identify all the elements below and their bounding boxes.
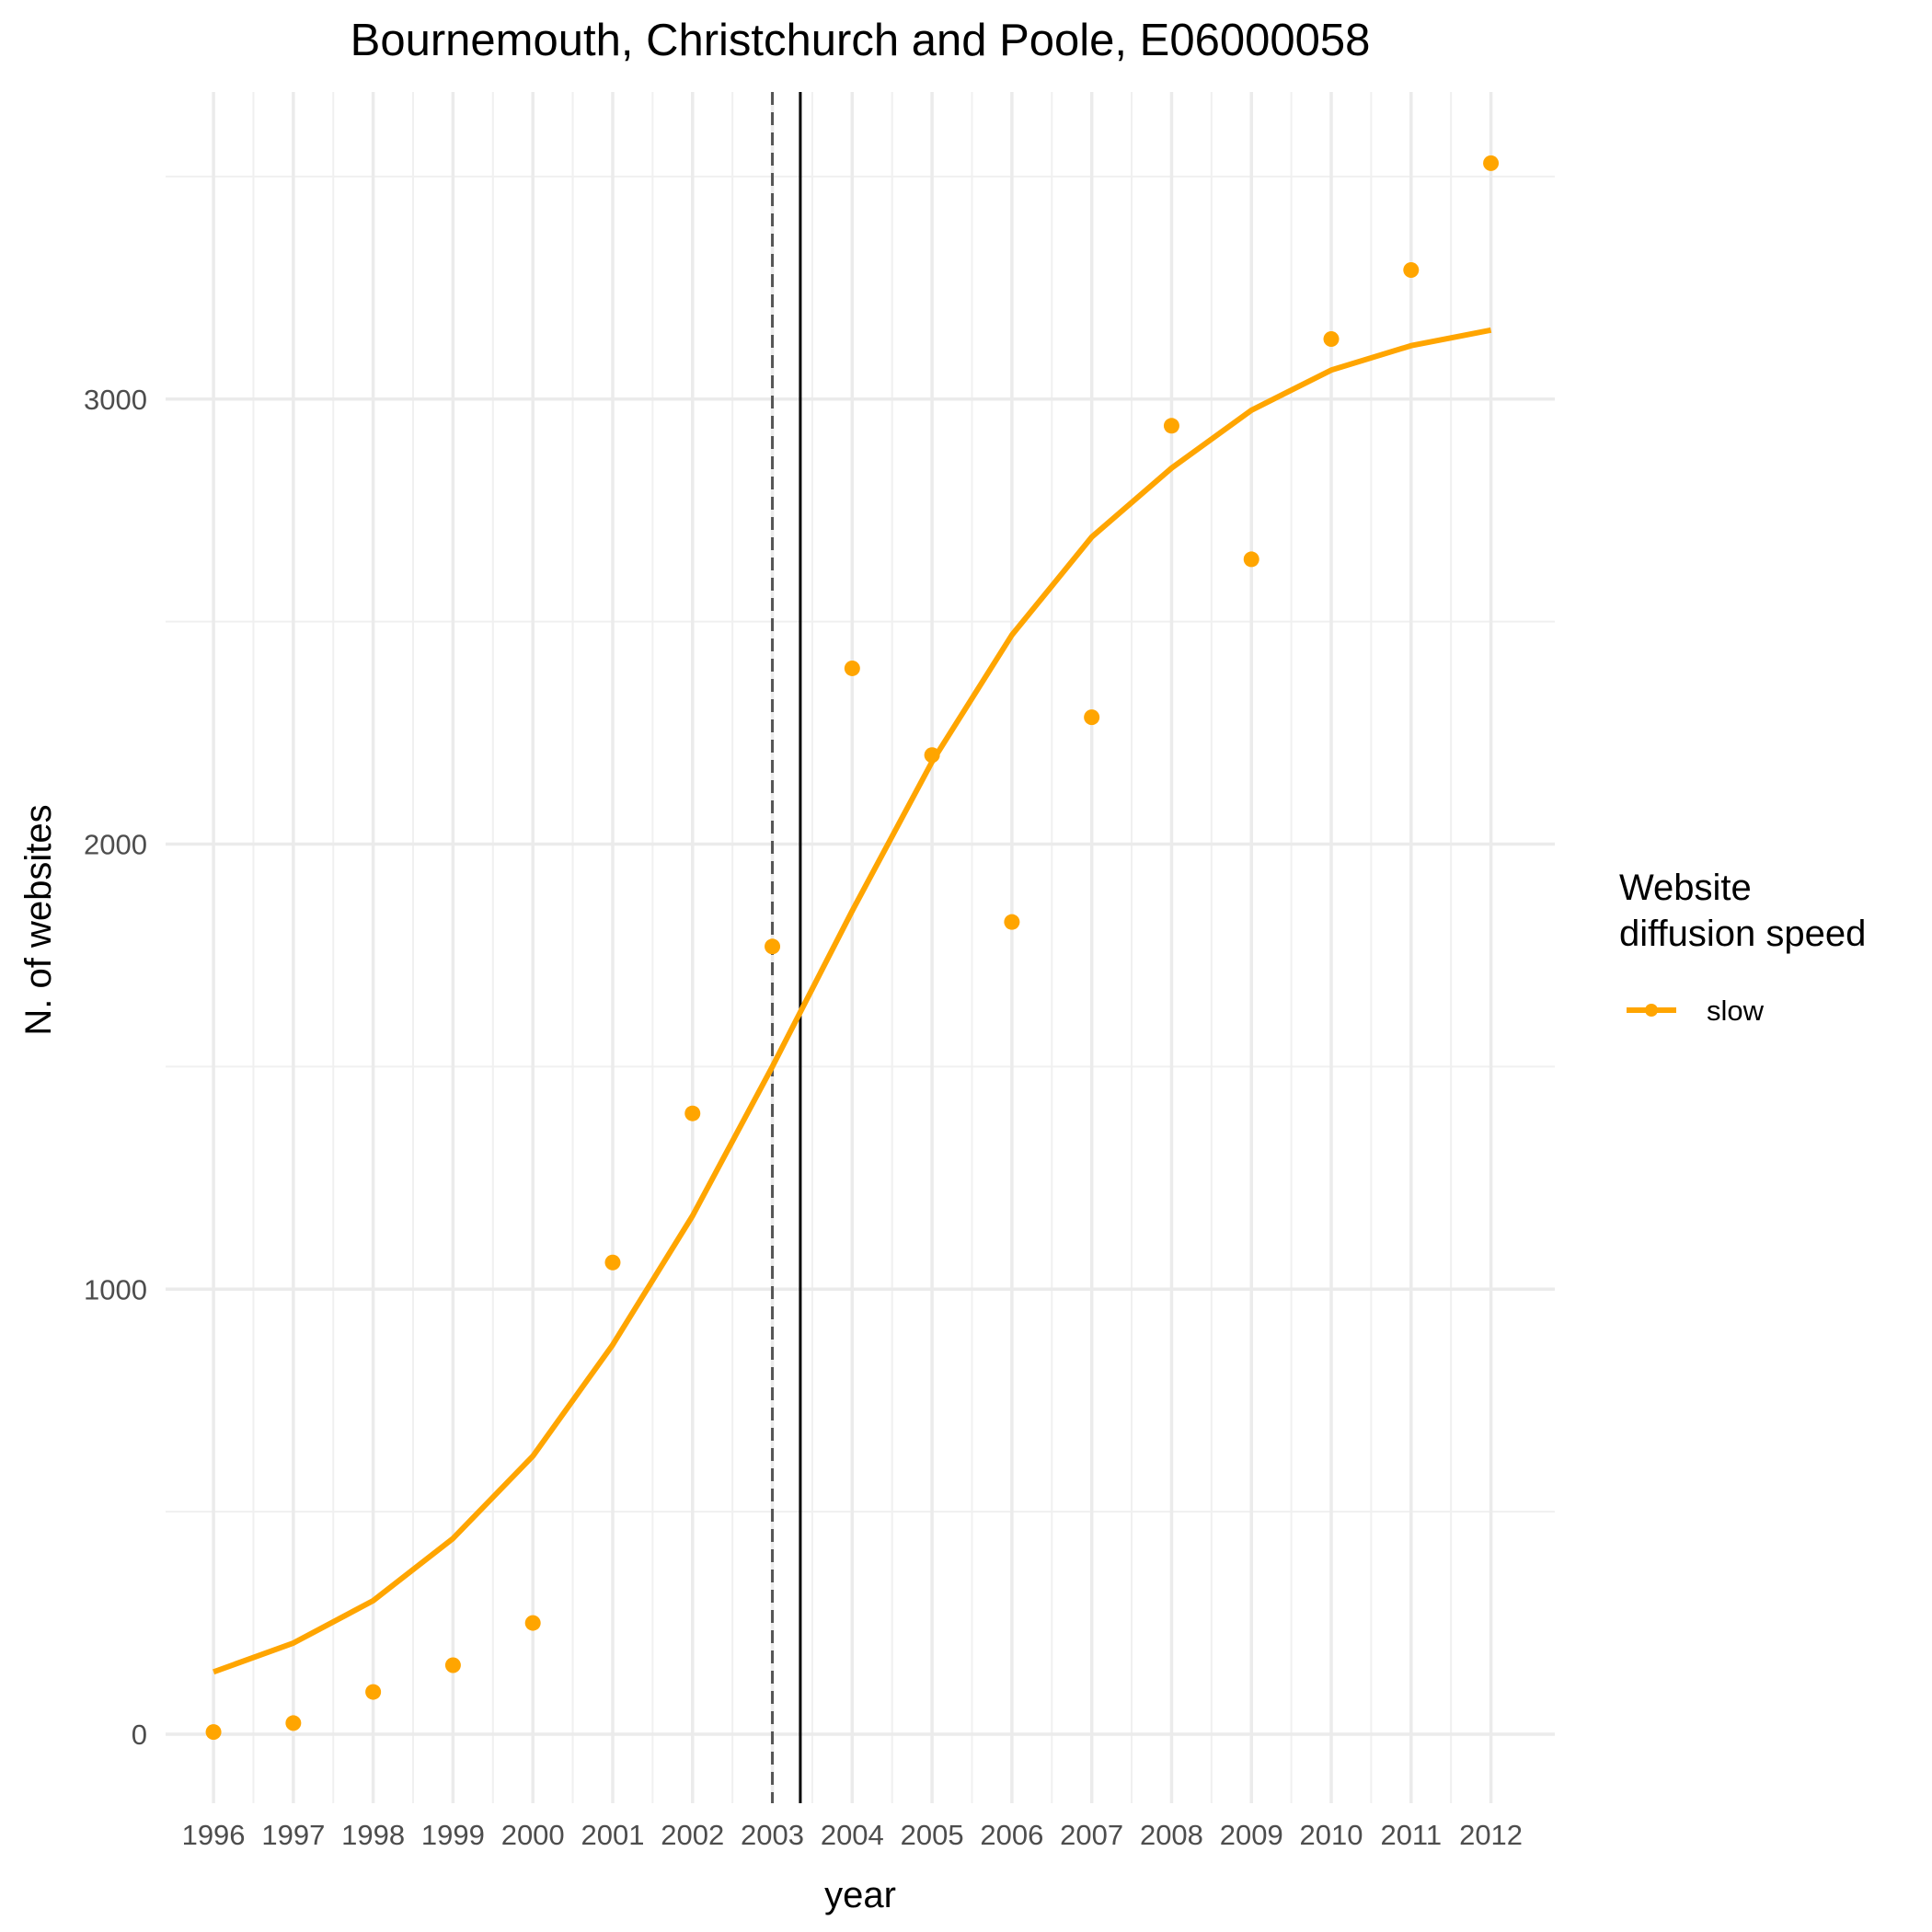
- series-layer: [205, 155, 1500, 1741]
- data-point-slow: [365, 1684, 382, 1700]
- data-point-slow: [524, 1615, 541, 1631]
- data-point-slow: [1323, 330, 1340, 347]
- data-point-slow: [604, 1254, 621, 1271]
- data-point-slow: [844, 660, 860, 676]
- legend-label-slow: slow: [1707, 995, 1765, 1027]
- data-point-slow: [1004, 914, 1020, 930]
- chart-title: Bournemouth, Christchurch and Poole, E06…: [351, 16, 1371, 65]
- y-tick-label: 0: [132, 1719, 147, 1751]
- x-axis-ticks: 1996 1997 1998 1999 2000 2001 2002 2003 2004 2005…: [182, 1819, 1523, 1851]
- legend-key-point: [1645, 1004, 1658, 1017]
- x-tick-label: 2000: [501, 1819, 565, 1851]
- x-tick-label: 2009: [1220, 1819, 1283, 1851]
- data-point-slow: [285, 1715, 302, 1731]
- grid-minor: [166, 92, 1555, 1803]
- x-tick-label: 2011: [1380, 1819, 1442, 1851]
- x-tick-label: 2001: [581, 1819, 644, 1851]
- data-point-slow: [444, 1657, 461, 1673]
- legend-title-line-1: Website: [1619, 868, 1752, 908]
- data-point-slow: [765, 938, 781, 955]
- legend: Website diffusion speed slow: [1619, 868, 1866, 1027]
- data-point-slow: [684, 1105, 701, 1121]
- data-point-slow: [1243, 551, 1259, 568]
- x-tick-label: 1998: [341, 1819, 405, 1851]
- x-tick-label: 1997: [261, 1819, 325, 1851]
- y-axis-title: N. of websites: [18, 804, 59, 1035]
- x-tick-label: 2006: [980, 1819, 1043, 1851]
- x-tick-label: 2007: [1060, 1819, 1123, 1851]
- x-tick-label: 2002: [661, 1819, 724, 1851]
- x-tick-label: 1996: [182, 1819, 246, 1851]
- x-tick-label: 2008: [1140, 1819, 1203, 1851]
- data-point-slow: [205, 1724, 222, 1741]
- y-tick-label: 2000: [84, 829, 147, 861]
- x-tick-label: 2004: [821, 1819, 884, 1851]
- x-tick-label: 1999: [421, 1819, 485, 1851]
- y-tick-label: 3000: [84, 384, 147, 416]
- x-tick-label: 2003: [741, 1819, 804, 1851]
- data-point-slow: [1483, 155, 1500, 171]
- x-axis-title: year: [824, 1875, 896, 1915]
- legend-title-line-2: diffusion speed: [1619, 914, 1866, 954]
- y-tick-label: 1000: [84, 1273, 147, 1305]
- grid-major: [166, 92, 1555, 1803]
- data-point-slow: [1163, 418, 1179, 434]
- x-tick-label: 2010: [1300, 1819, 1363, 1851]
- series-line-slow: [213, 327, 1492, 1675]
- data-point-slow: [1403, 261, 1420, 278]
- x-tick-label: 2012: [1459, 1819, 1523, 1851]
- y-axis-ticks: 0 1000 2000 3000: [84, 384, 147, 1751]
- x-tick-label: 2005: [901, 1819, 964, 1851]
- data-point-slow: [1084, 709, 1100, 726]
